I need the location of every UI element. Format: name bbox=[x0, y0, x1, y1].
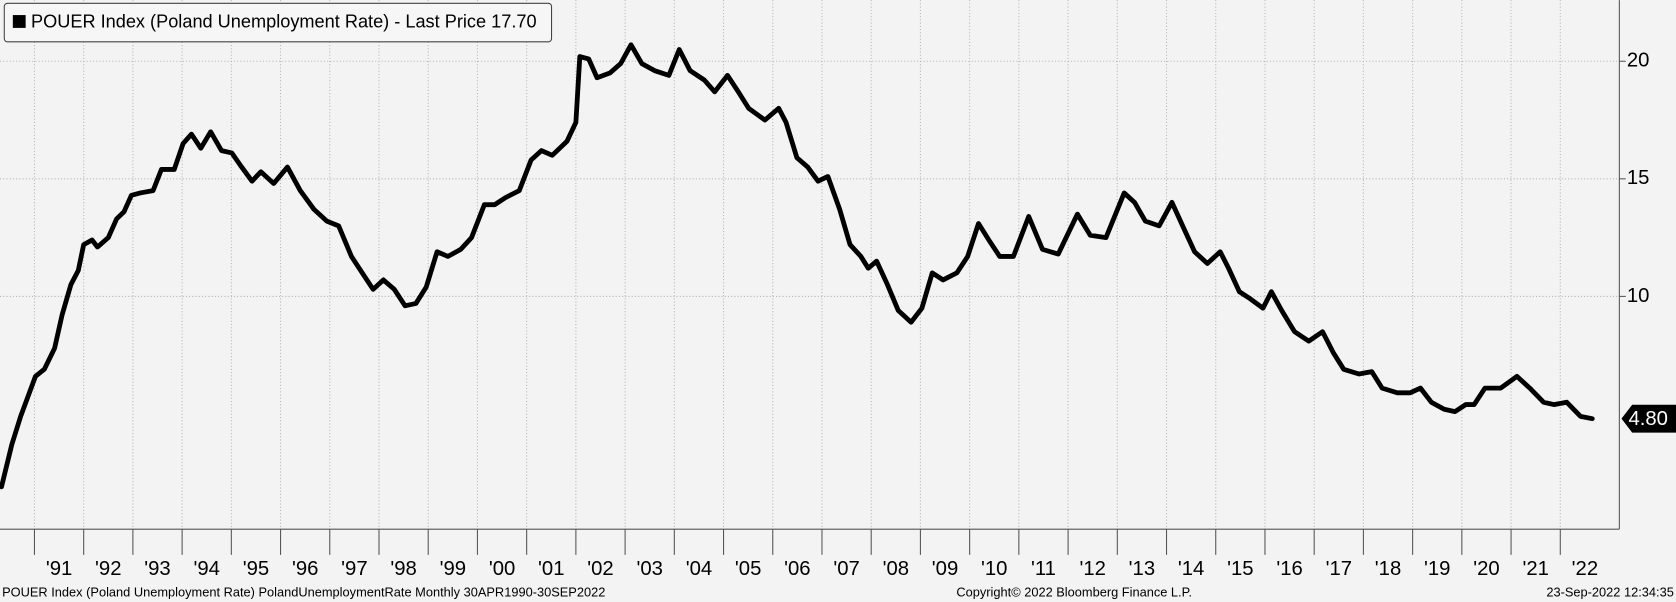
legend-swatch bbox=[12, 15, 26, 28]
footer-right: 23-Sep-2022 12:34:35 bbox=[1546, 585, 1674, 600]
x-tick-label: '14 bbox=[1178, 558, 1204, 580]
last-price-label: 4.80 bbox=[1628, 408, 1668, 430]
x-tick-label: '22 bbox=[1572, 558, 1598, 580]
x-tick-label: '04 bbox=[686, 558, 712, 580]
y-tick-label: 20 bbox=[1627, 50, 1650, 72]
x-tick-label: '12 bbox=[1079, 558, 1105, 580]
x-tick-label: '99 bbox=[440, 558, 466, 580]
x-tick-label: '13 bbox=[1129, 558, 1155, 580]
x-tick-label: '95 bbox=[243, 558, 269, 580]
line bbox=[0, 42, 1595, 490]
footer-center: Copyright© 2022 Bloomberg Finance L.P. bbox=[956, 585, 1192, 600]
x-tick-label: '92 bbox=[95, 558, 121, 580]
x-tick-label: '19 bbox=[1424, 558, 1450, 580]
legend-label: POUER Index (Poland Unemployment Rate) -… bbox=[31, 11, 537, 31]
x-tick-label: '91 bbox=[46, 558, 72, 580]
x-tick-label: '16 bbox=[1276, 558, 1302, 580]
last-price-marker bbox=[1621, 404, 1676, 433]
x-tick-label: '20 bbox=[1473, 558, 1499, 580]
x-tick-label: '93 bbox=[144, 558, 170, 580]
x-tick-label: '01 bbox=[538, 558, 564, 580]
x-tick-label: '07 bbox=[833, 558, 859, 580]
x-tick-label: '02 bbox=[587, 558, 613, 580]
y-tick-label: 15 bbox=[1627, 167, 1650, 189]
x-tick-label: '17 bbox=[1326, 558, 1352, 580]
x-tick-label: '09 bbox=[932, 558, 958, 580]
legend: POUER Index (Poland Unemployment Rate) -… bbox=[3, 2, 553, 43]
x-tick-label: '05 bbox=[735, 558, 761, 580]
x-tick-label: '15 bbox=[1227, 558, 1253, 580]
x-tick-label: '96 bbox=[292, 558, 318, 580]
x-tick-label: '98 bbox=[390, 558, 416, 580]
x-tick-label: '00 bbox=[489, 558, 515, 580]
x-tick-label: '21 bbox=[1522, 558, 1548, 580]
x-tick-label: '03 bbox=[636, 558, 662, 580]
x-tick-label: '11 bbox=[1031, 558, 1056, 580]
x-tick-label: '08 bbox=[883, 558, 909, 580]
x-tick-label: '06 bbox=[784, 558, 810, 580]
footer-left: POUER Index (Poland Unemployment Rate) P… bbox=[2, 585, 605, 600]
x-tick-label: '10 bbox=[981, 558, 1007, 580]
x-tick-label: '97 bbox=[341, 558, 367, 580]
legend-box bbox=[3, 2, 553, 43]
y-tick-label: 10 bbox=[1627, 285, 1650, 307]
x-tick-label: '94 bbox=[193, 558, 219, 580]
x-tick-label: '18 bbox=[1375, 558, 1401, 580]
